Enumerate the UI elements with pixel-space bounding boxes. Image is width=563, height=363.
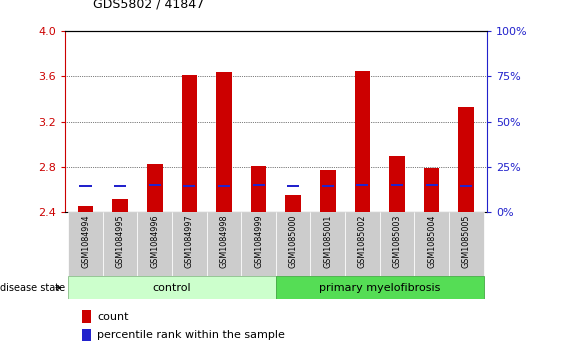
Bar <box>79 185 92 187</box>
Bar <box>310 212 345 276</box>
Text: GSM1085000: GSM1085000 <box>289 214 298 268</box>
Text: control: control <box>153 283 191 293</box>
Bar <box>424 168 439 212</box>
Bar <box>345 212 379 276</box>
Bar <box>242 212 276 276</box>
Bar <box>287 185 299 187</box>
Bar <box>379 212 414 276</box>
Bar <box>114 185 126 187</box>
Text: GSM1085002: GSM1085002 <box>358 214 367 268</box>
Text: GSM1084995: GSM1084995 <box>115 214 124 268</box>
Bar <box>391 184 403 186</box>
Bar <box>172 212 207 276</box>
Bar <box>458 107 474 212</box>
Bar <box>253 184 265 186</box>
Text: GSM1085001: GSM1085001 <box>323 214 332 268</box>
Text: GSM1084998: GSM1084998 <box>220 214 229 268</box>
Bar <box>356 184 368 186</box>
Text: GSM1085004: GSM1085004 <box>427 214 436 268</box>
Bar <box>449 212 484 276</box>
Text: GDS5802 / 41847: GDS5802 / 41847 <box>93 0 204 11</box>
Bar <box>460 185 472 187</box>
Bar <box>181 75 197 212</box>
Text: GSM1084999: GSM1084999 <box>254 214 263 268</box>
Bar <box>149 184 161 186</box>
Bar <box>321 185 334 187</box>
Text: primary myelofibrosis: primary myelofibrosis <box>319 283 440 293</box>
Bar <box>82 310 91 323</box>
Text: GSM1084996: GSM1084996 <box>150 214 159 268</box>
Bar <box>216 72 232 212</box>
Bar <box>78 205 93 212</box>
Bar <box>355 70 370 212</box>
Bar <box>103 212 137 276</box>
Text: percentile rank within the sample: percentile rank within the sample <box>97 330 285 340</box>
Text: GSM1084994: GSM1084994 <box>81 214 90 268</box>
Text: disease state: disease state <box>0 283 65 293</box>
Bar <box>184 185 195 187</box>
Bar <box>251 166 266 212</box>
Text: GSM1085005: GSM1085005 <box>462 214 471 268</box>
Bar <box>320 170 336 212</box>
Bar <box>137 212 172 276</box>
Text: count: count <box>97 311 129 322</box>
Bar <box>68 276 276 299</box>
Bar <box>276 276 484 299</box>
Text: GSM1085003: GSM1085003 <box>392 214 401 268</box>
Bar <box>218 185 230 187</box>
Bar <box>389 156 405 212</box>
Bar <box>285 195 301 212</box>
Text: GSM1084997: GSM1084997 <box>185 214 194 268</box>
Bar <box>113 199 128 212</box>
Bar <box>82 329 91 341</box>
Bar <box>426 184 437 186</box>
Bar <box>276 212 310 276</box>
Bar <box>68 212 103 276</box>
Bar <box>207 212 242 276</box>
Bar <box>414 212 449 276</box>
Bar <box>147 164 163 212</box>
